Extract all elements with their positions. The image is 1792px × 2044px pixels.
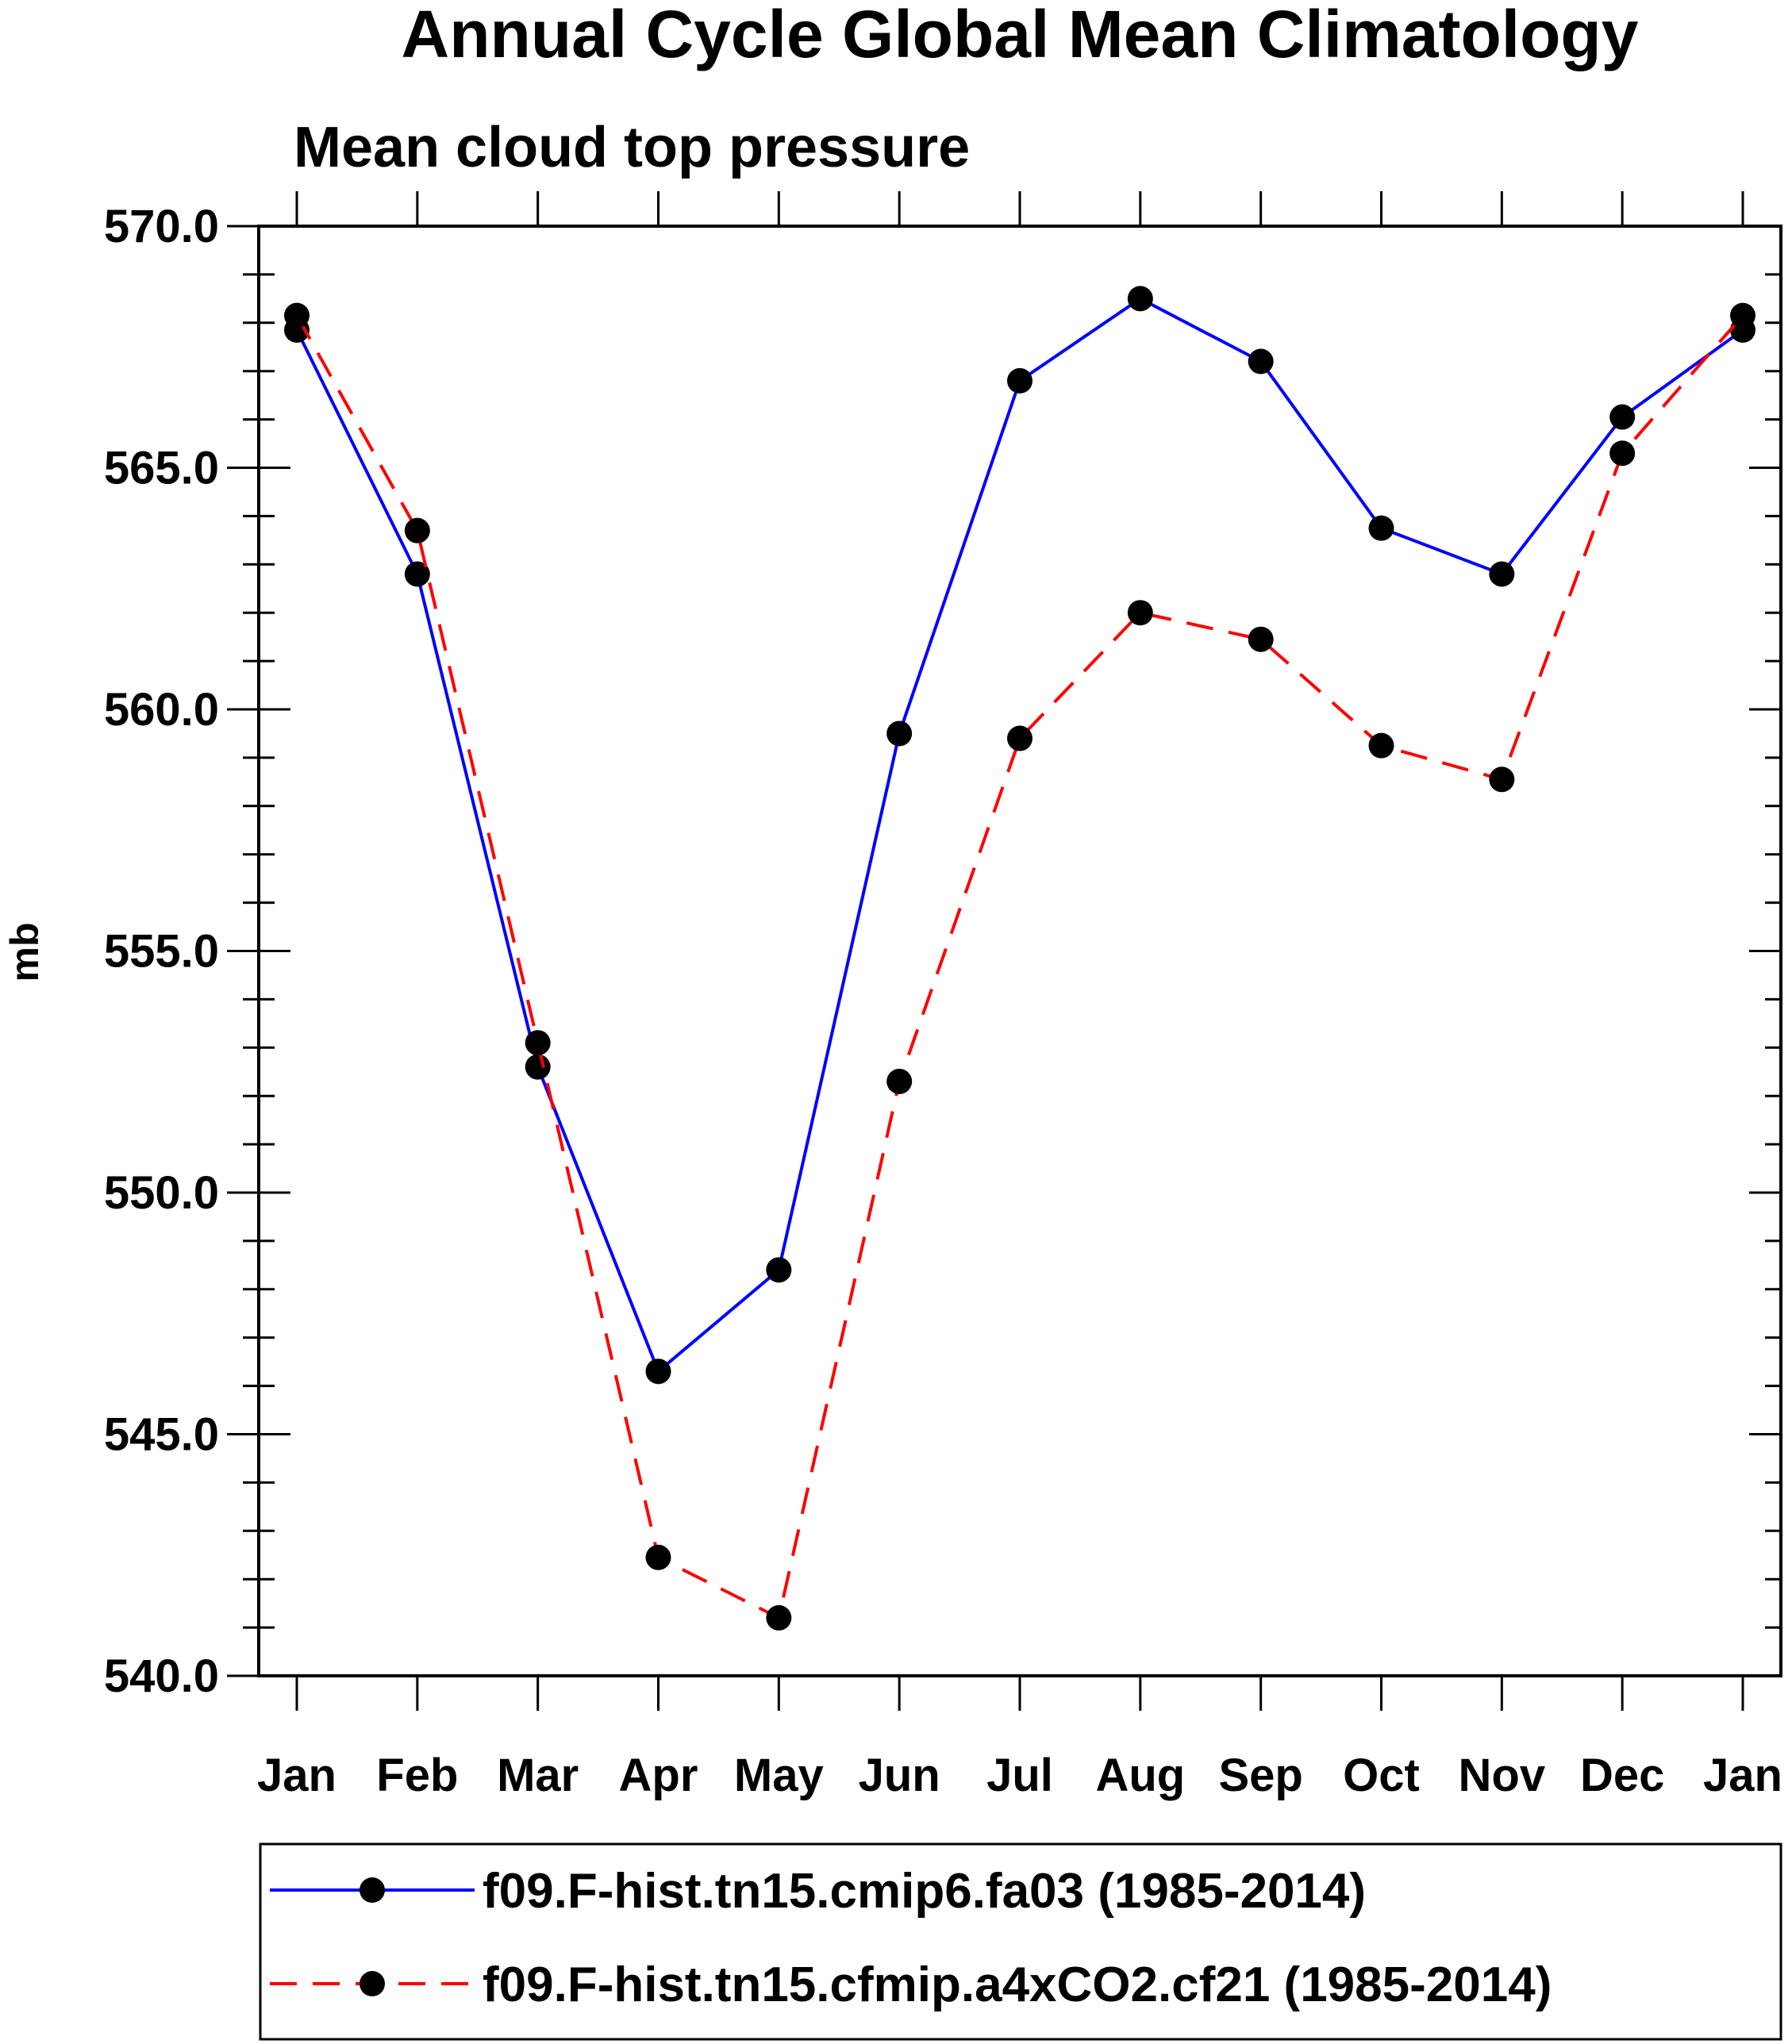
- y-tick-label: 560.0: [104, 684, 219, 736]
- data-point: [1127, 600, 1153, 626]
- data-point: [645, 1358, 671, 1385]
- data-point: [886, 720, 913, 747]
- chart-title: Annual Cycle Global Mean Climatology: [402, 0, 1639, 71]
- x-tick-label: Apr: [619, 1750, 698, 1801]
- data-point: [284, 302, 310, 328]
- axes: 540.0 545.0 550.0 555.0 560.0 565.0 570.0 Jan Fe…: [104, 191, 1782, 1801]
- x-tick-label: Jul: [986, 1750, 1053, 1801]
- x-tick-label: Sep: [1218, 1750, 1302, 1801]
- data-point: [645, 1544, 671, 1570]
- data-point: [1609, 404, 1636, 430]
- legend-label: f09.F-hist.tn15.cmip6.fa03 (1985-2014): [483, 1864, 1366, 1919]
- x-tick-label: Aug: [1095, 1750, 1185, 1801]
- data-point: [766, 1604, 792, 1631]
- x-tick-label: Nov: [1459, 1750, 1546, 1801]
- data-point: [1489, 561, 1515, 587]
- x-tick-label: Jan: [1703, 1750, 1782, 1801]
- x-tick-label: Oct: [1343, 1750, 1420, 1801]
- legend-marker: [360, 1971, 385, 1996]
- x-tick-label: Dec: [1580, 1750, 1664, 1801]
- y-tick-label: 550.0: [104, 1167, 219, 1219]
- legend-box: [259, 1842, 1782, 2041]
- plot-frame: [257, 225, 1782, 1677]
- y-tick-label: 545.0: [104, 1409, 219, 1461]
- data-point: [1489, 766, 1515, 793]
- legend-label: f09.F-hist.tn15.cfmip.a4xCO2.cf21 (1985-…: [483, 1958, 1552, 2012]
- data-point: [525, 1054, 551, 1080]
- data-point: [1248, 626, 1274, 652]
- data-point: [1368, 732, 1394, 759]
- legend-item-2: f09.F-hist.tn15.cfmip.a4xCO2.cf21 (1985-…: [270, 1958, 1552, 2012]
- chart-subtitle: Mean cloud top pressure: [294, 116, 970, 179]
- x-tick-label: Feb: [376, 1750, 458, 1801]
- data-point: [1248, 348, 1274, 375]
- x-tick-label: Jan: [257, 1750, 336, 1801]
- data-point: [1007, 367, 1033, 394]
- data-point: [1609, 440, 1636, 467]
- series-line: [295, 297, 1744, 1374]
- legend-marker: [360, 1877, 385, 1903]
- x-tick-label: Mar: [497, 1750, 579, 1801]
- data-point: [766, 1257, 792, 1283]
- series-2: [284, 302, 1755, 1631]
- data-point: [1127, 286, 1153, 312]
- data-point: [525, 1030, 551, 1056]
- data-point: [404, 561, 430, 587]
- y-tick-label: 565.0: [104, 443, 219, 494]
- y-tick-label: 540.0: [104, 1650, 219, 1702]
- y-axis-label: mb: [2, 923, 47, 982]
- legend: f09.F-hist.tn15.cmip6.fa03 (1985-2014) f0…: [259, 1842, 1782, 2041]
- x-tick-label: Jun: [859, 1750, 940, 1801]
- x-tick-label: May: [734, 1750, 824, 1801]
- data-point: [1007, 725, 1033, 751]
- data-point: [886, 1068, 913, 1094]
- data-point: [404, 517, 430, 544]
- series-1: [284, 286, 1755, 1385]
- data-point: [1730, 302, 1755, 328]
- y-tick-label: 570.0: [104, 201, 219, 252]
- data-point: [1368, 515, 1394, 541]
- series-layer: [284, 286, 1755, 1631]
- y-tick-label: 555.0: [104, 926, 219, 978]
- legend-item-1: f09.F-hist.tn15.cmip6.fa03 (1985-2014): [270, 1864, 1366, 1919]
